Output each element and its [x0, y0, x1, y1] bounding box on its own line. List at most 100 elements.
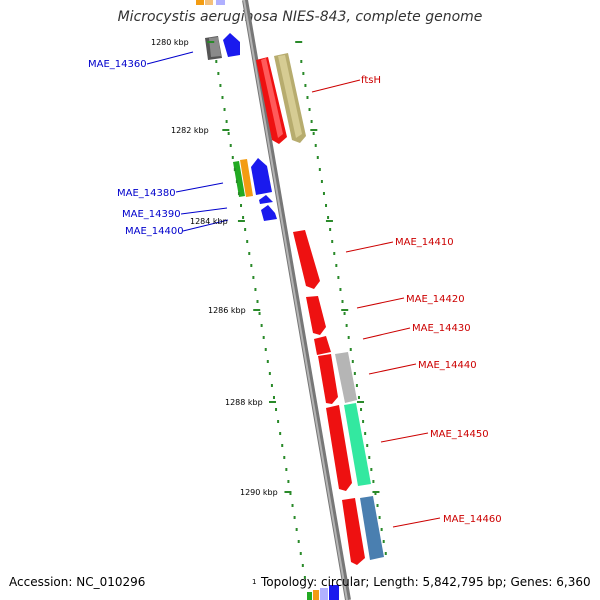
gene-partial-bottom-2[interactable] [313, 590, 319, 600]
gene-label-mae-14430[interactable]: MAE_14430 [412, 323, 471, 334]
gene-mae-14360-b[interactable] [223, 33, 240, 57]
track-tick [370, 468, 373, 471]
major-tick [253, 309, 261, 311]
track-tick [312, 132, 315, 135]
track-tick [264, 348, 267, 351]
track-tick [229, 144, 232, 147]
track-tick [345, 324, 348, 327]
track-tick [355, 384, 358, 387]
gene-partial-top-2[interactable] [205, 0, 213, 5]
leader-lines [146, 51, 441, 528]
track-tick [366, 444, 369, 447]
gene-mae-14390[interactable] [259, 195, 273, 204]
major-tick [341, 309, 349, 311]
track-tick [301, 564, 304, 567]
gene-partial-top-1[interactable] [196, 0, 204, 5]
gene-label-mae-14410[interactable]: MAE_14410 [395, 237, 454, 248]
major-tick [295, 41, 303, 43]
track-tick [357, 396, 360, 399]
track-tick [252, 276, 255, 279]
gene-mae-14430[interactable] [314, 336, 331, 355]
major-tick [222, 129, 230, 131]
track-tick [320, 180, 323, 183]
track-tick [310, 120, 313, 123]
gene-label-mae-14420[interactable]: MAE_14420 [406, 294, 465, 305]
gene-mae-14460-a[interactable] [342, 498, 365, 565]
gene-mae-14410[interactable] [293, 230, 320, 289]
track-tick [362, 420, 365, 423]
track-tick [339, 288, 342, 291]
gene-partial-bottom-3[interactable] [320, 588, 328, 600]
gene-label-mae-14360[interactable]: MAE_14360 [88, 59, 147, 70]
gene-label-mae-14380[interactable]: MAE_14380 [117, 188, 176, 199]
track-tick [299, 552, 302, 555]
gene-mae-14460[interactable] [360, 496, 384, 560]
track-tick [376, 504, 379, 507]
track-tick [303, 576, 306, 579]
track-tick [329, 228, 332, 231]
gene-partial-bottom-1[interactable] [307, 592, 312, 600]
major-tick [284, 491, 292, 493]
scale-label: 1286 kbp [208, 306, 246, 315]
gene-mae-14360[interactable] [205, 36, 222, 60]
track-tick [382, 540, 385, 543]
track-tick [248, 252, 251, 255]
scale-label: 1290 kbp [240, 488, 278, 497]
track-tick [223, 108, 226, 111]
track-tick [297, 540, 300, 543]
gene-ftsh-b[interactable] [274, 53, 306, 143]
gene-mae-14380-b[interactable] [251, 158, 272, 195]
track-tick [360, 408, 363, 411]
gene-label-mae-14460[interactable]: MAE_14460 [443, 514, 502, 525]
track-tick [325, 204, 328, 207]
gene-ftsh[interactable] [256, 57, 287, 144]
track-tick [291, 504, 294, 507]
track-tick [289, 492, 292, 495]
track-tick [302, 72, 305, 75]
gene-label-mae-14390[interactable]: MAE_14390 [122, 209, 181, 220]
track-tick [246, 240, 249, 243]
track-tick [372, 480, 375, 483]
track-tick [295, 528, 298, 531]
track-tick [306, 96, 309, 99]
gene-mae-14440-a[interactable] [318, 354, 338, 404]
scale-label: 1280 kbp [151, 38, 189, 47]
major-tick [357, 401, 365, 403]
major-tick [237, 220, 245, 222]
gene-mae-14450-a[interactable] [326, 405, 352, 491]
scale-labels: 1280 kbp 1282 kbp 1284 kbp 1286 kbp 1288… [151, 38, 278, 497]
major-tick [269, 401, 277, 403]
gene-label-mae-14440[interactable]: MAE_14440 [418, 360, 477, 371]
track-tick [285, 468, 288, 471]
track-tick [384, 552, 387, 555]
gene-partial-bottom-4[interactable] [329, 585, 339, 600]
gene-label-mae-14400[interactable]: MAE_14400 [125, 226, 184, 237]
track-tick [227, 132, 230, 135]
track-tick [293, 516, 296, 519]
track-tick [260, 324, 263, 327]
gene-mae-14380[interactable] [233, 159, 253, 197]
map-origin-marker: 1 [252, 578, 257, 586]
track-tick [254, 288, 257, 291]
gene-mae-14450[interactable] [344, 403, 371, 486]
track-tick [335, 264, 338, 267]
track-tick [235, 180, 238, 183]
track-tick [327, 216, 330, 219]
track-tick [268, 372, 271, 375]
track-tick [272, 396, 275, 399]
track-tick [244, 228, 247, 231]
gene-label-mae-14450[interactable]: MAE_14450 [430, 429, 489, 440]
track-tick [225, 120, 228, 123]
track-tick [353, 372, 356, 375]
track-tick [378, 516, 381, 519]
gene-mae-14440[interactable] [335, 352, 357, 403]
track-tick [250, 264, 253, 267]
gene-mae-14400[interactable] [261, 205, 277, 221]
track-tick [374, 492, 377, 495]
gene-partial-top-3[interactable] [216, 0, 225, 5]
gene-label-ftsh[interactable]: ftsH [361, 75, 381, 86]
major-tick [207, 41, 215, 43]
track-tick [277, 420, 280, 423]
gene-mae-14420[interactable] [306, 296, 326, 335]
